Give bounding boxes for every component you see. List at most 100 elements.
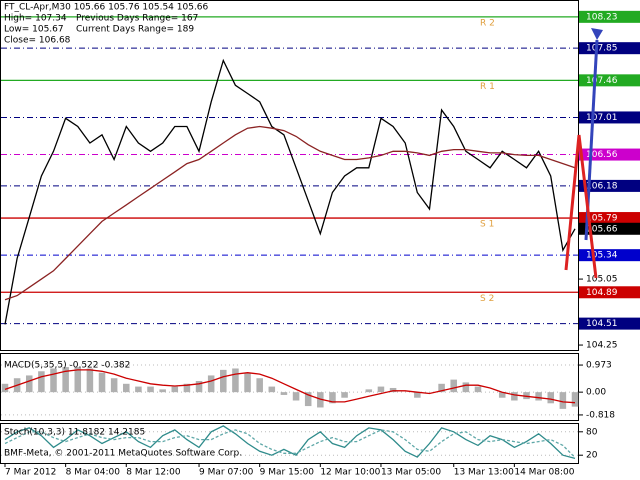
x-tick-label: 13 Mar 05:00	[381, 468, 441, 478]
price-panel	[0, 0, 579, 351]
y-tick-label: 0.973	[586, 361, 612, 371]
y-tick-label: -0.818	[586, 410, 615, 420]
level-label: 105.79	[586, 214, 618, 224]
header-prev-range: Previous Days Range= 167	[76, 14, 198, 24]
histogram-bar	[74, 367, 82, 393]
x-tick-label: 7 Mar 2012	[5, 468, 56, 478]
level-label: 107.01	[586, 113, 618, 123]
histogram-bar	[450, 379, 457, 393]
histogram-bar	[329, 392, 336, 404]
level-annotation: R 2	[480, 18, 495, 28]
level-annotation: S 2	[480, 294, 494, 304]
stoch-label: Stoch(10,3,3) 11.8182 14.2185	[4, 428, 145, 438]
level-label-box	[579, 42, 640, 55]
x-tick-label: 8 Mar 04:00	[66, 468, 121, 478]
stoch-panel	[0, 423, 579, 464]
histogram-bar	[62, 367, 69, 393]
level-label-box	[579, 212, 640, 225]
histogram-bar	[571, 392, 579, 407]
histogram-bar	[377, 386, 385, 393]
header-title: FT_CL-Apr,M30 105.66 105.76 105.54 105.6…	[4, 3, 209, 13]
level-label-box	[579, 286, 640, 299]
histogram-bar	[559, 392, 567, 409]
histogram-bar	[244, 372, 251, 393]
level-label: 107.85	[586, 44, 618, 54]
level-label: 106.18	[586, 181, 618, 191]
histogram-bar	[171, 386, 179, 393]
y-tick-label: 80	[586, 427, 598, 437]
histogram-bar	[50, 368, 57, 393]
histogram-bar	[474, 386, 482, 393]
x-tick-label: 12 Mar 10:00	[320, 468, 380, 478]
histogram-bar	[183, 383, 191, 393]
histogram-bar	[547, 392, 555, 404]
x-tick-label: 13 Mar 13:00	[454, 468, 514, 478]
y-tick-label: 105.05	[586, 275, 618, 285]
level-annotation: S 1	[480, 220, 494, 230]
level-label: 108.23	[586, 12, 618, 22]
histogram-bar	[317, 392, 324, 408]
level-label-box	[579, 222, 640, 235]
histogram-bar	[523, 392, 530, 400]
forecast-zigzag	[564, 134, 598, 279]
histogram-bar	[38, 371, 45, 393]
histogram-bar	[232, 368, 239, 393]
level-label-box	[579, 179, 640, 192]
histogram-bar	[86, 368, 94, 393]
histogram-bar	[195, 381, 203, 393]
histogram-bar	[462, 382, 470, 393]
histogram-bar	[147, 386, 154, 393]
histogram-bar	[25, 375, 33, 393]
histogram-bar	[304, 392, 312, 407]
series-line	[4, 369, 576, 404]
level-label: 107.46	[586, 76, 618, 86]
header-cur-range: Current Days Range= 189	[76, 25, 194, 35]
series-line	[4, 425, 576, 460]
level-label: 104.89	[586, 288, 618, 298]
histogram-bar	[207, 375, 215, 393]
level-label: 105.34	[586, 251, 618, 261]
arrow-head	[591, 28, 603, 40]
histogram-bar	[414, 392, 421, 398]
histogram-bar	[498, 392, 506, 398]
histogram-bar	[98, 372, 106, 393]
histogram-bar	[220, 369, 227, 393]
y-tick-label: 0.00	[586, 388, 606, 398]
histogram-bar	[159, 389, 166, 393]
level-label: 104.51	[586, 319, 618, 329]
level-label-box	[579, 148, 640, 161]
histogram-bar	[280, 392, 288, 395]
x-tick-label: 9 Mar 07:00	[199, 468, 254, 478]
histogram-bar	[256, 378, 263, 393]
histogram-bar	[438, 383, 445, 393]
histogram-bar	[1, 383, 9, 393]
histogram-bar	[135, 386, 142, 393]
level-label: 105.66	[586, 224, 618, 234]
header-high: High= 107.34	[4, 14, 67, 24]
header-close: Close= 106.68	[4, 36, 71, 46]
level-annotation: R 1	[480, 82, 495, 92]
level-label-box	[579, 317, 640, 330]
series-line	[4, 429, 576, 458]
header-low: Low= 105.67	[4, 25, 64, 35]
histogram-bar	[535, 392, 542, 401]
histogram-bar	[365, 389, 373, 393]
level-label: 106.56	[586, 150, 618, 160]
series-line	[4, 125, 576, 301]
y-tick-label: 20	[586, 451, 598, 461]
copyright: BMF-Meta, © 2001-2011 MetaQuotes Softwar…	[4, 449, 242, 459]
series-line	[4, 58, 576, 325]
histogram-bar	[341, 392, 348, 398]
level-label-box	[579, 10, 640, 23]
histogram-bar	[110, 378, 118, 393]
x-tick-label: 8 Mar 12:00	[126, 468, 181, 478]
histogram-bar	[292, 392, 300, 401]
histogram-bar	[389, 387, 397, 393]
x-tick-label: 14 Mar 08:00	[514, 468, 574, 478]
histogram-bar	[268, 386, 276, 393]
macd-label: MACD(5,35,5) -0.522 -0.382	[4, 361, 130, 371]
histogram-bar	[511, 392, 518, 401]
macd-panel	[0, 353, 579, 421]
